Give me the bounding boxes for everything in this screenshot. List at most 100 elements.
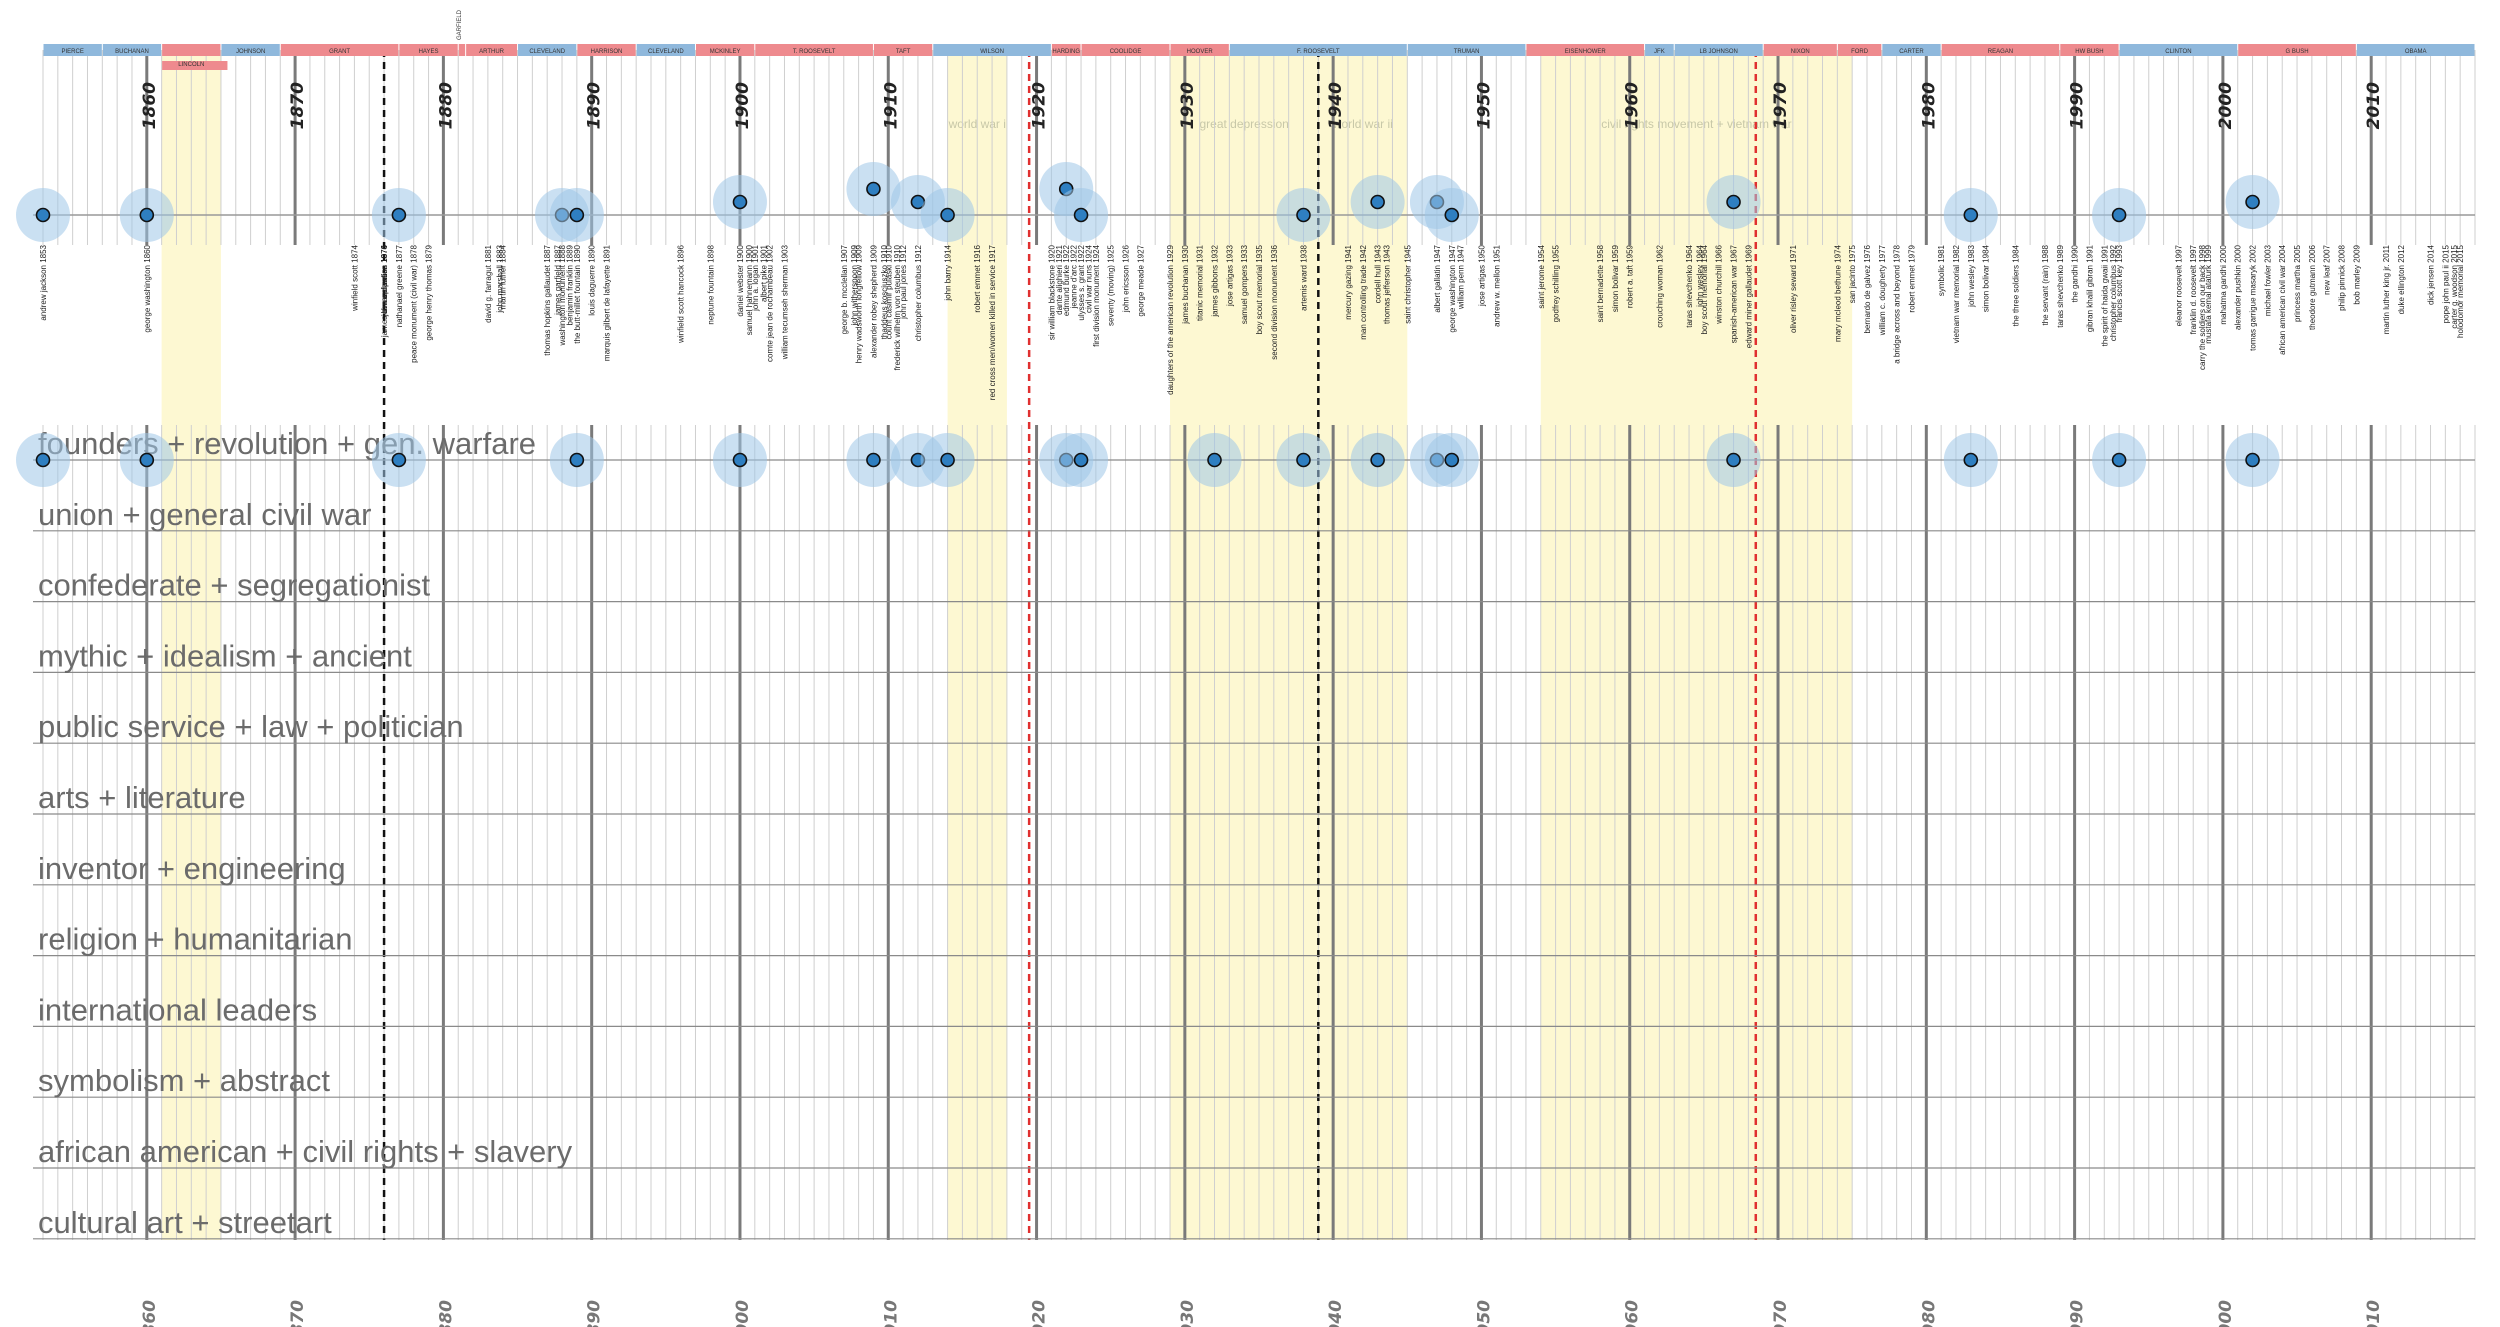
bottom-tick-label: 1970: [1771, 1300, 1791, 1327]
president-term-bar: [1837, 44, 1882, 56]
category-point: [1963, 452, 1979, 468]
monument-label: godfrey schilling 1955: [1552, 244, 1561, 322]
timeline-point: [866, 181, 881, 197]
monument-label: a bridge across and beyond 1978: [1893, 244, 1902, 363]
president-term-bar: [399, 44, 458, 56]
president-label: JFK: [1654, 49, 1665, 55]
monument-label: carter g. woodson 2015: [2450, 244, 2459, 328]
category-point: [1296, 452, 1311, 468]
monument-label: samuel hahnemann 1900: [745, 244, 754, 335]
decade-tick-label: 1940: [1326, 82, 1346, 129]
president-term-bar: [162, 61, 228, 70]
monument-label: john a. rawlins 1874: [380, 244, 389, 317]
president-term-bar: [162, 44, 221, 56]
category-point: [940, 452, 955, 468]
decade-tick-label: 1900: [733, 82, 753, 129]
president-term-bar: [933, 44, 1051, 56]
monument-label: john a. logan 1901: [751, 244, 760, 311]
monument-label: the butt-millet fountain 1890: [573, 244, 582, 343]
president-label: FORD: [1851, 49, 1869, 55]
decade-tick-label: 1990: [2068, 82, 2088, 129]
timeline-point: [940, 207, 955, 223]
president-term-bar: [1674, 44, 1763, 56]
bottom-tick-label: 1950: [1474, 1300, 1494, 1327]
president-label: WILSON: [980, 49, 1004, 55]
category-label: religion + humanitarian: [38, 922, 353, 957]
monument-label: francis scott key 1993: [2115, 244, 2124, 322]
decade-tick-label: 1960: [1623, 82, 1643, 129]
president-label: GRANT: [329, 49, 350, 55]
category-label: symbolism + abstract: [38, 1063, 330, 1098]
monument-label: david g. farragut 1881: [484, 244, 493, 322]
president-term-bar: [1763, 44, 1837, 56]
bottom-tick-label: 1900: [733, 1300, 753, 1327]
monument-label: thaddeus kosciuszko 1910: [880, 244, 889, 339]
era-label: civil rights movement + vietnam war: [1601, 117, 1791, 131]
timeline-point: [732, 194, 748, 210]
president-term-bar: [1882, 44, 1941, 56]
president-label: TRUMAN: [1454, 49, 1480, 55]
timeline-point: [2245, 194, 2260, 210]
bottom-tick-label: 1870: [288, 1300, 308, 1327]
monument-label: man controlling trade 1942: [1359, 244, 1368, 339]
monument-label: sir william blackstone 1920: [1047, 244, 1056, 340]
monument-label: second division monument 1936: [1270, 244, 1279, 359]
monument-label: george washington 1860: [143, 244, 152, 332]
decade-tick-label: 1910: [881, 82, 901, 129]
timeline-axis: [16, 162, 2475, 242]
president-term-bar: [1170, 44, 1229, 56]
president-term-bar: [1229, 44, 1407, 56]
category-point: [1073, 452, 1089, 468]
category-point: [1207, 452, 1222, 468]
decade-tick-label: 1980: [1919, 82, 1939, 129]
monument-label: tomas garrigue masaryk 2002: [2249, 244, 2258, 350]
bottom-tick-label: 2000: [2216, 1300, 2236, 1327]
category-label: arts + literature: [38, 780, 246, 815]
monument-label: william c. dougherty 1977: [1878, 244, 1887, 336]
category-point: [569, 452, 585, 468]
category-point: [35, 452, 51, 468]
monument-label: the gandhi 1990: [2071, 244, 2080, 302]
monument-label: carry the soldiers on our back 1998: [2198, 244, 2207, 370]
decade-tick-label: 1890: [585, 82, 605, 129]
president-label: ARTHUR: [479, 49, 505, 55]
monument-label: john wesley 1964: [1695, 244, 1704, 307]
category-point: [2111, 452, 2127, 468]
monument-label: daniel webster 1900: [736, 244, 745, 316]
timeline-point: [2111, 207, 2127, 223]
monument-label: winston churchill 1966: [1715, 244, 1724, 324]
monument-label: christopher columbus 1992: [2109, 244, 2118, 341]
monument-label: simon bolivar 1959: [1611, 244, 1620, 312]
bottom-tick-label: 1880: [436, 1300, 456, 1327]
monument-label: james garfield 1887: [554, 244, 563, 315]
monument-label: henry wadsworth longfellow 1909: [855, 244, 864, 363]
monument-label: new leaf 2007: [2323, 244, 2332, 294]
category-point: [139, 452, 155, 468]
category-point: [1444, 452, 1460, 468]
category-label: inventor + engineering: [38, 851, 346, 886]
monument-label: james gibbons 1932: [1211, 244, 1220, 317]
monument-label: the servant (rain) 1988: [2041, 244, 2050, 325]
president-term-bar: [43, 44, 102, 56]
monument-label: mercury gazing 1941: [1344, 244, 1353, 319]
monument-label: michael fowler 2003: [2263, 244, 2272, 316]
president-label: HARDING: [1052, 49, 1080, 55]
decade-tick-labels: 1860 1870 1880 1890 1900 1910 1920 1930 1940 1950…: [140, 82, 2384, 129]
category-point: [1726, 452, 1741, 468]
monument-label: civil war nuns 1924: [1084, 244, 1093, 313]
monument-label: spanish-american war 1967: [1730, 244, 1739, 343]
president-label: T. ROOSEVELT: [793, 49, 836, 55]
president-label: EISENHOWER: [1565, 49, 1607, 55]
monument-label: martin luther king jr. 2011: [2382, 244, 2391, 334]
president-label: HARRISON: [591, 49, 623, 55]
monument-label: the three soldiers 1984: [2011, 244, 2020, 326]
president-label: JOHNSON: [236, 49, 265, 55]
marker-lines: [382, 50, 1758, 1240]
category-label: public service + law + politician: [38, 709, 464, 744]
category-point: [732, 452, 748, 468]
bottom-tick-labels: 1860 1870 1880 1890 1900 1910 1920 1930 1940 1950…: [140, 1300, 2384, 1327]
monument-label: neptune fountain 1898: [706, 244, 715, 324]
president-label: PIERCE: [61, 49, 83, 55]
president-label: CLEVELAND: [529, 49, 565, 55]
decade-tick-label: 1950: [1474, 82, 1494, 129]
